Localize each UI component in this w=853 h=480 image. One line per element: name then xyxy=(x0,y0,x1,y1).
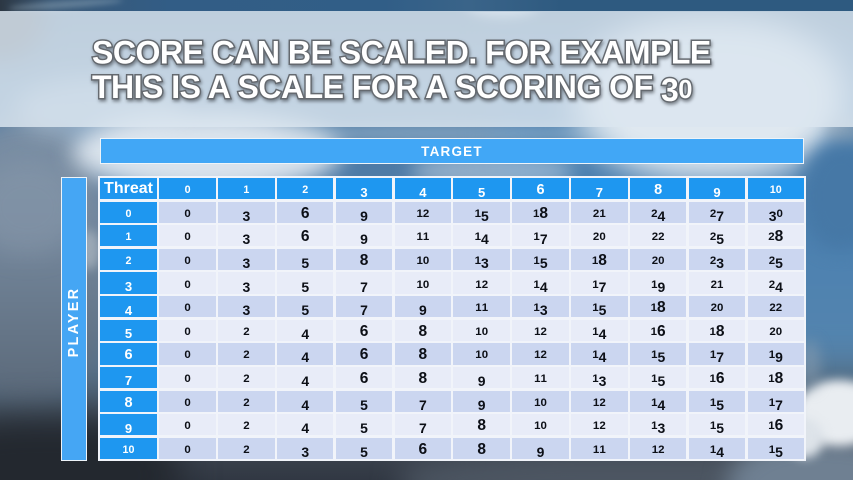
svg-text:SCORE CAN BE SCALED. FOR EXAMP: SCORE CAN BE SCALED. FOR EXAMPLE xyxy=(92,35,711,71)
svg-text:THIS IS A SCALE FOR A SCORING: THIS IS A SCALE FOR A SCORING OF 30 xyxy=(92,69,692,108)
